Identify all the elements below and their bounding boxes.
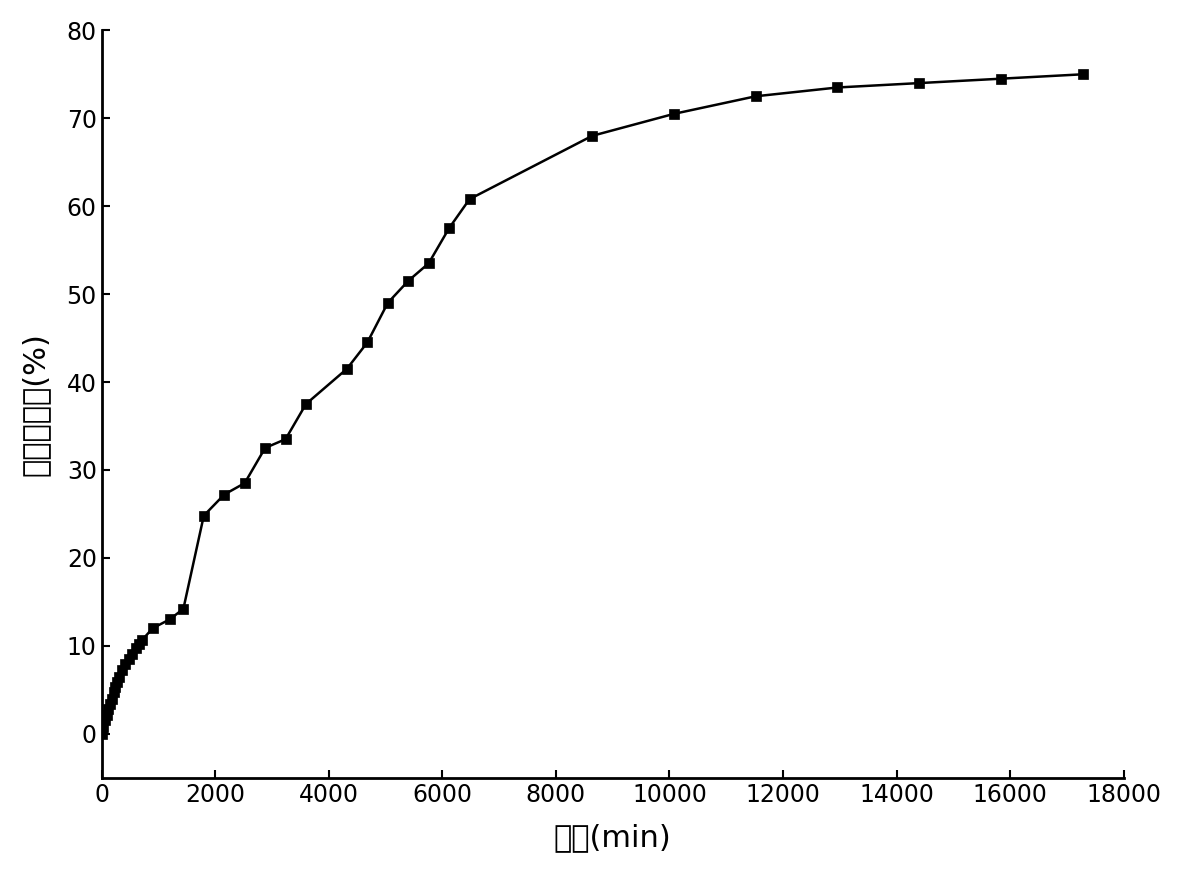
Y-axis label: 药物释放量(%): 药物释放量(%): [21, 332, 50, 476]
X-axis label: 时间(min): 时间(min): [553, 823, 671, 852]
